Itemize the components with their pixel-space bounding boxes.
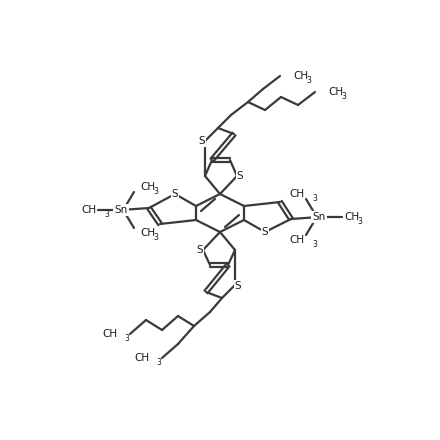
Text: S: S bbox=[237, 171, 243, 181]
Text: CH: CH bbox=[81, 205, 96, 215]
Text: S: S bbox=[197, 245, 203, 255]
Text: CH: CH bbox=[289, 189, 304, 199]
Text: CH: CH bbox=[293, 71, 308, 81]
Text: CH: CH bbox=[140, 182, 155, 192]
Text: CH: CH bbox=[328, 87, 343, 97]
Text: S: S bbox=[262, 227, 268, 237]
Text: 3: 3 bbox=[306, 76, 311, 84]
Text: CH: CH bbox=[102, 329, 117, 339]
Text: 3: 3 bbox=[104, 209, 109, 219]
Text: 3: 3 bbox=[153, 232, 158, 242]
Text: 3: 3 bbox=[357, 216, 362, 225]
Text: 3: 3 bbox=[156, 357, 161, 367]
Text: S: S bbox=[172, 189, 178, 199]
Text: 3: 3 bbox=[341, 92, 346, 100]
Text: S: S bbox=[199, 136, 205, 146]
Text: S: S bbox=[235, 281, 241, 291]
Text: CH: CH bbox=[140, 228, 155, 238]
Text: CH: CH bbox=[134, 353, 149, 363]
Text: Sn: Sn bbox=[114, 205, 128, 215]
Text: 3: 3 bbox=[312, 194, 317, 202]
Text: 3: 3 bbox=[312, 239, 317, 249]
Text: Sn: Sn bbox=[312, 212, 326, 222]
Text: CH: CH bbox=[344, 212, 359, 222]
Text: 3: 3 bbox=[153, 187, 158, 195]
Text: 3: 3 bbox=[124, 334, 129, 342]
Text: CH: CH bbox=[289, 235, 304, 245]
